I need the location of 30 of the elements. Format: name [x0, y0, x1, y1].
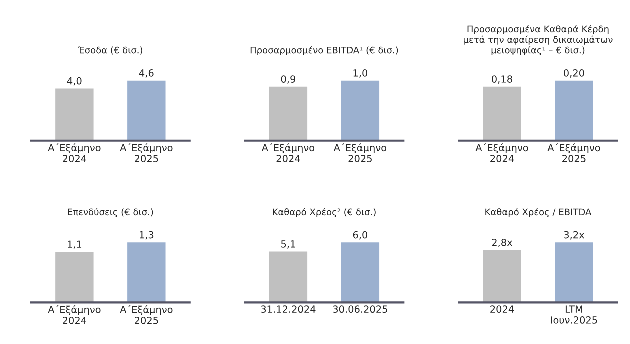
chart-title: Έσοδα (€ δισ.): [78, 46, 142, 55]
data-label: 1,3: [140, 231, 154, 240]
data-label: 4,0: [67, 77, 82, 86]
chart-title: Καθαρό Χρέος² (€ δισ.): [273, 208, 376, 218]
x-tick-label: 30.06.2025: [333, 306, 388, 314]
x-tick-label: Α΄Εξάμηνο 2024: [48, 306, 101, 324]
x-tick-label: Α΄Εξάμηνο 2025: [120, 306, 173, 324]
data-label: 1,0: [354, 70, 368, 78]
x-tick-label: Α΄Εξάμηνο 2025: [334, 144, 387, 162]
x-tick-label: 2024: [490, 306, 514, 314]
x-tick-label: 31.12.2024: [261, 306, 316, 314]
chart-title: Επενδύσεις (€ δισ.): [68, 208, 154, 218]
x-tick-label: Α΄Εξάμηνο 2024: [476, 144, 528, 162]
data-label: 1,1: [68, 240, 82, 250]
data-label: 2,8x: [492, 238, 513, 248]
x-tick-label: Α΄Εξάμηνο 2024: [262, 144, 315, 162]
data-label: 0,20: [564, 70, 584, 78]
x-tick-label: Α΄Εξάμηνο 2024: [48, 144, 101, 162]
chart-title: Καθαρό Χρέος / EBITDA: [486, 208, 592, 218]
data-label: 0,9: [281, 76, 296, 84]
data-label: 0,18: [492, 76, 512, 84]
x-tick-label: Α΄Εξάμηνο 2025: [548, 144, 600, 162]
x-tick-label: LTM Ιουν.2025: [551, 306, 598, 324]
data-label: 3,2x: [564, 231, 584, 240]
chart-title: Προσαρμοσμένο EBITDA¹ (€ δισ.): [250, 46, 398, 56]
chart-title: Προσαρμοσμένα Καθαρά Κέρδη μετά την αφαίρεση δικαιωμάτων μειοψηφίας¹ – € δισ.): [464, 25, 613, 56]
x-tick-label: Α΄Εξάμηνο 2025: [120, 144, 173, 162]
data-label: 6,0: [353, 231, 368, 240]
data-label: 4,6: [139, 70, 154, 78]
data-label: 5,1: [281, 240, 296, 249]
